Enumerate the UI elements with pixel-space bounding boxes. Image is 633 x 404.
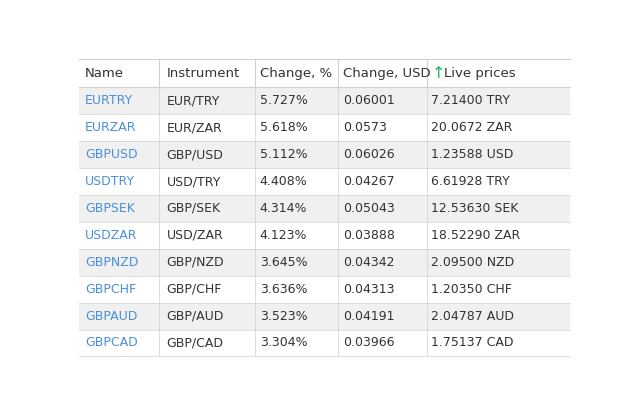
- Text: ↑: ↑: [431, 66, 445, 81]
- Text: 2.09500 NZD: 2.09500 NZD: [431, 256, 515, 269]
- Text: GBP/CAD: GBP/CAD: [166, 337, 223, 349]
- Bar: [79, 249, 570, 276]
- Text: 0.06026: 0.06026: [343, 148, 395, 161]
- Text: USDTRY: USDTRY: [85, 175, 135, 188]
- Text: EUR/ZAR: EUR/ZAR: [166, 121, 222, 134]
- Text: 4.408%: 4.408%: [260, 175, 308, 188]
- Text: 5.112%: 5.112%: [260, 148, 307, 161]
- Text: USD/TRY: USD/TRY: [166, 175, 221, 188]
- Text: 1.23588 USD: 1.23588 USD: [431, 148, 514, 161]
- Text: 12.53630 SEK: 12.53630 SEK: [431, 202, 518, 215]
- Text: 3.636%: 3.636%: [260, 283, 307, 296]
- Text: GBPNZD: GBPNZD: [85, 256, 139, 269]
- Text: EURTRY: EURTRY: [85, 94, 134, 107]
- Bar: [79, 330, 570, 356]
- Text: 0.04313: 0.04313: [343, 283, 394, 296]
- Text: 1.20350 CHF: 1.20350 CHF: [431, 283, 512, 296]
- Text: GBPCHF: GBPCHF: [85, 283, 136, 296]
- Text: EURZAR: EURZAR: [85, 121, 137, 134]
- Text: 3.645%: 3.645%: [260, 256, 307, 269]
- Text: GBP/USD: GBP/USD: [166, 148, 223, 161]
- Text: 4.314%: 4.314%: [260, 202, 307, 215]
- Bar: [79, 114, 570, 141]
- Bar: [79, 168, 570, 195]
- Text: 0.03966: 0.03966: [343, 337, 394, 349]
- Text: Change, USD: Change, USD: [343, 67, 430, 80]
- Text: Name: Name: [85, 67, 124, 80]
- Text: GBP/AUD: GBP/AUD: [166, 309, 224, 322]
- Text: 4.123%: 4.123%: [260, 229, 307, 242]
- Bar: [79, 87, 570, 114]
- Text: 7.21400 TRY: 7.21400 TRY: [431, 94, 510, 107]
- Bar: [79, 195, 570, 222]
- Bar: [79, 303, 570, 330]
- Text: Instrument: Instrument: [166, 67, 240, 80]
- Text: USD/ZAR: USD/ZAR: [166, 229, 223, 242]
- Text: EUR/TRY: EUR/TRY: [166, 94, 220, 107]
- Text: 1.75137 CAD: 1.75137 CAD: [431, 337, 514, 349]
- Text: 5.618%: 5.618%: [260, 121, 308, 134]
- Text: 0.04342: 0.04342: [343, 256, 394, 269]
- Text: Change, %: Change, %: [260, 67, 332, 80]
- Text: GBPUSD: GBPUSD: [85, 148, 137, 161]
- Text: USDZAR: USDZAR: [85, 229, 137, 242]
- Text: 5.727%: 5.727%: [260, 94, 308, 107]
- Text: 3.523%: 3.523%: [260, 309, 307, 322]
- Text: 0.0573: 0.0573: [343, 121, 387, 134]
- Text: GBPAUD: GBPAUD: [85, 309, 137, 322]
- Text: Live prices: Live prices: [444, 67, 516, 80]
- Text: 0.04191: 0.04191: [343, 309, 394, 322]
- Text: 0.04267: 0.04267: [343, 175, 395, 188]
- Text: GBP/NZD: GBP/NZD: [166, 256, 224, 269]
- Text: 20.0672 ZAR: 20.0672 ZAR: [431, 121, 513, 134]
- Text: 6.61928 TRY: 6.61928 TRY: [431, 175, 510, 188]
- Bar: [79, 276, 570, 303]
- Text: GBPCAD: GBPCAD: [85, 337, 138, 349]
- Text: 18.52290 ZAR: 18.52290 ZAR: [431, 229, 520, 242]
- Text: 0.05043: 0.05043: [343, 202, 395, 215]
- Bar: [79, 141, 570, 168]
- Text: 3.304%: 3.304%: [260, 337, 307, 349]
- Text: 0.06001: 0.06001: [343, 94, 395, 107]
- Bar: [79, 59, 570, 87]
- Text: GBPSEK: GBPSEK: [85, 202, 135, 215]
- Text: GBP/CHF: GBP/CHF: [166, 283, 222, 296]
- Bar: [79, 222, 570, 249]
- Text: 2.04787 AUD: 2.04787 AUD: [431, 309, 515, 322]
- Text: GBP/SEK: GBP/SEK: [166, 202, 220, 215]
- Text: 0.03888: 0.03888: [343, 229, 395, 242]
